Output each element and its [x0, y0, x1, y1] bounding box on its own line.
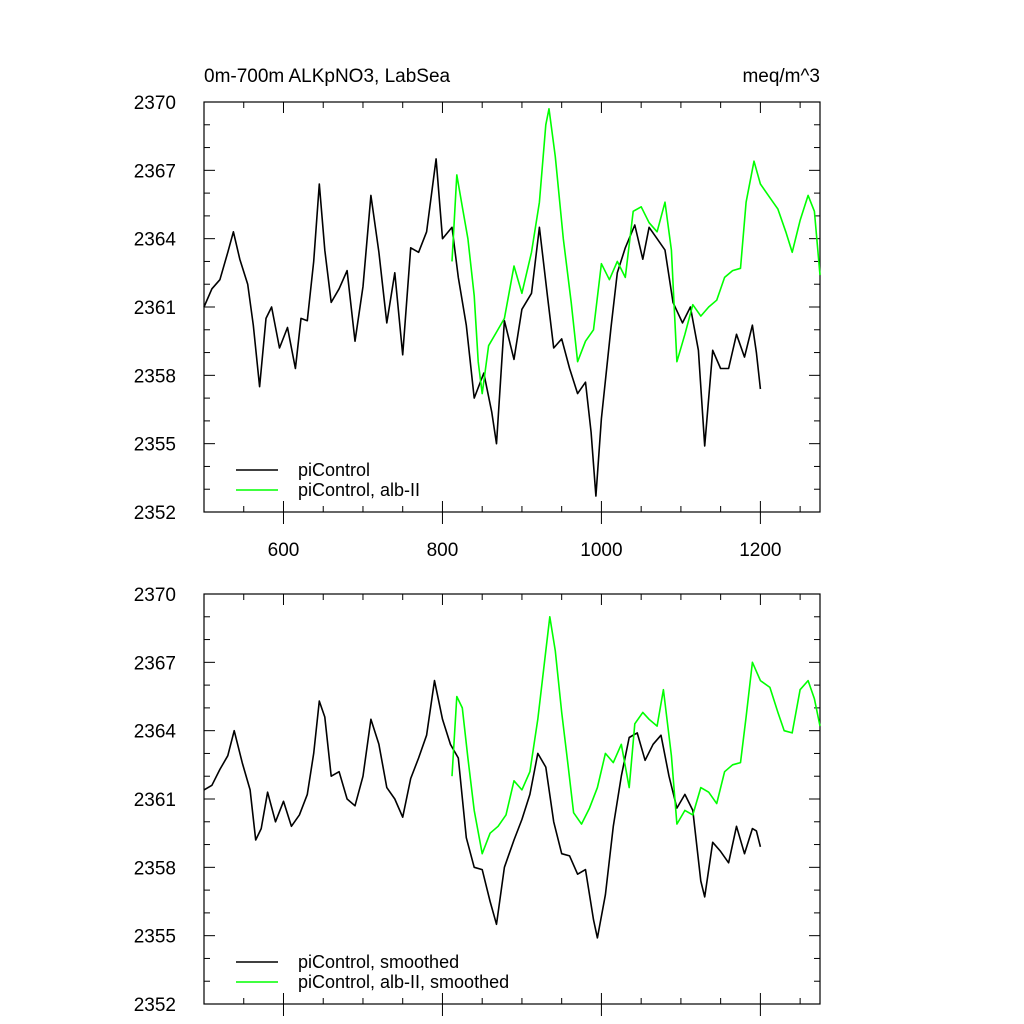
y-tick-label: 2361 [134, 298, 176, 319]
y-tick-label: 2361 [134, 790, 176, 811]
plot-frame [203, 101, 821, 513]
legend-label-picontrol-smoothed: piControl, smoothed [298, 952, 459, 972]
series-line-alb-ii [451, 108, 821, 395]
y-tick-label: 2355 [134, 927, 176, 948]
y-tick-label: 2370 [134, 585, 176, 606]
unit-label: meq/m^3 [742, 66, 820, 87]
series-line-alb-ii [451, 616, 821, 855]
y-tick-label: 2367 [134, 161, 176, 182]
y-tick-label: 2352 [134, 995, 176, 1016]
y-tick-label: 2364 [134, 230, 177, 251]
plot-area: 2352 2355 2358 2361 2364 2367 2370 [134, 585, 821, 1016]
plot-area: 2352 2355 2358 2361 2364 2367 2370 600 800 1000 12… [134, 93, 821, 561]
legend: piControl, smoothed piControl, alb-II, s… [236, 952, 509, 992]
x-tick-label: 1000 [580, 540, 622, 561]
y-tick-label: 2352 [134, 503, 176, 524]
y-tick-label: 2355 [134, 435, 176, 456]
y-tick-label: 2358 [134, 858, 176, 879]
y-tick-label: 2364 [134, 722, 177, 743]
legend: piControl piControl, alb-II [236, 460, 420, 500]
y-tick-label: 2358 [134, 366, 176, 387]
x-tick-label: 1200 [739, 540, 781, 561]
y-tick-label: 2367 [134, 653, 176, 674]
y-tick-label: 2370 [134, 93, 176, 114]
legend-label-picontrol: piControl [298, 460, 370, 480]
bottom-panel: 2352 2355 2358 2361 2364 2367 2370 piControl, … [134, 585, 821, 1016]
x-tick-label: 800 [427, 540, 459, 561]
panel-title: 0m-700m ALKpNO3, LabSea [204, 66, 451, 87]
legend-label-alb-ii-smoothed: piControl, alb-II, smoothed [298, 972, 509, 992]
top-panel: 0m-700m ALKpNO3, LabSea meq/m^3 2352 2355… [134, 66, 821, 561]
series-line-picontrol [203, 679, 762, 939]
plot-frame [203, 593, 821, 1005]
legend-label-alb-ii: piControl, alb-II [298, 480, 420, 500]
x-tick-label: 600 [268, 540, 300, 561]
series-line-picontrol [203, 158, 762, 497]
